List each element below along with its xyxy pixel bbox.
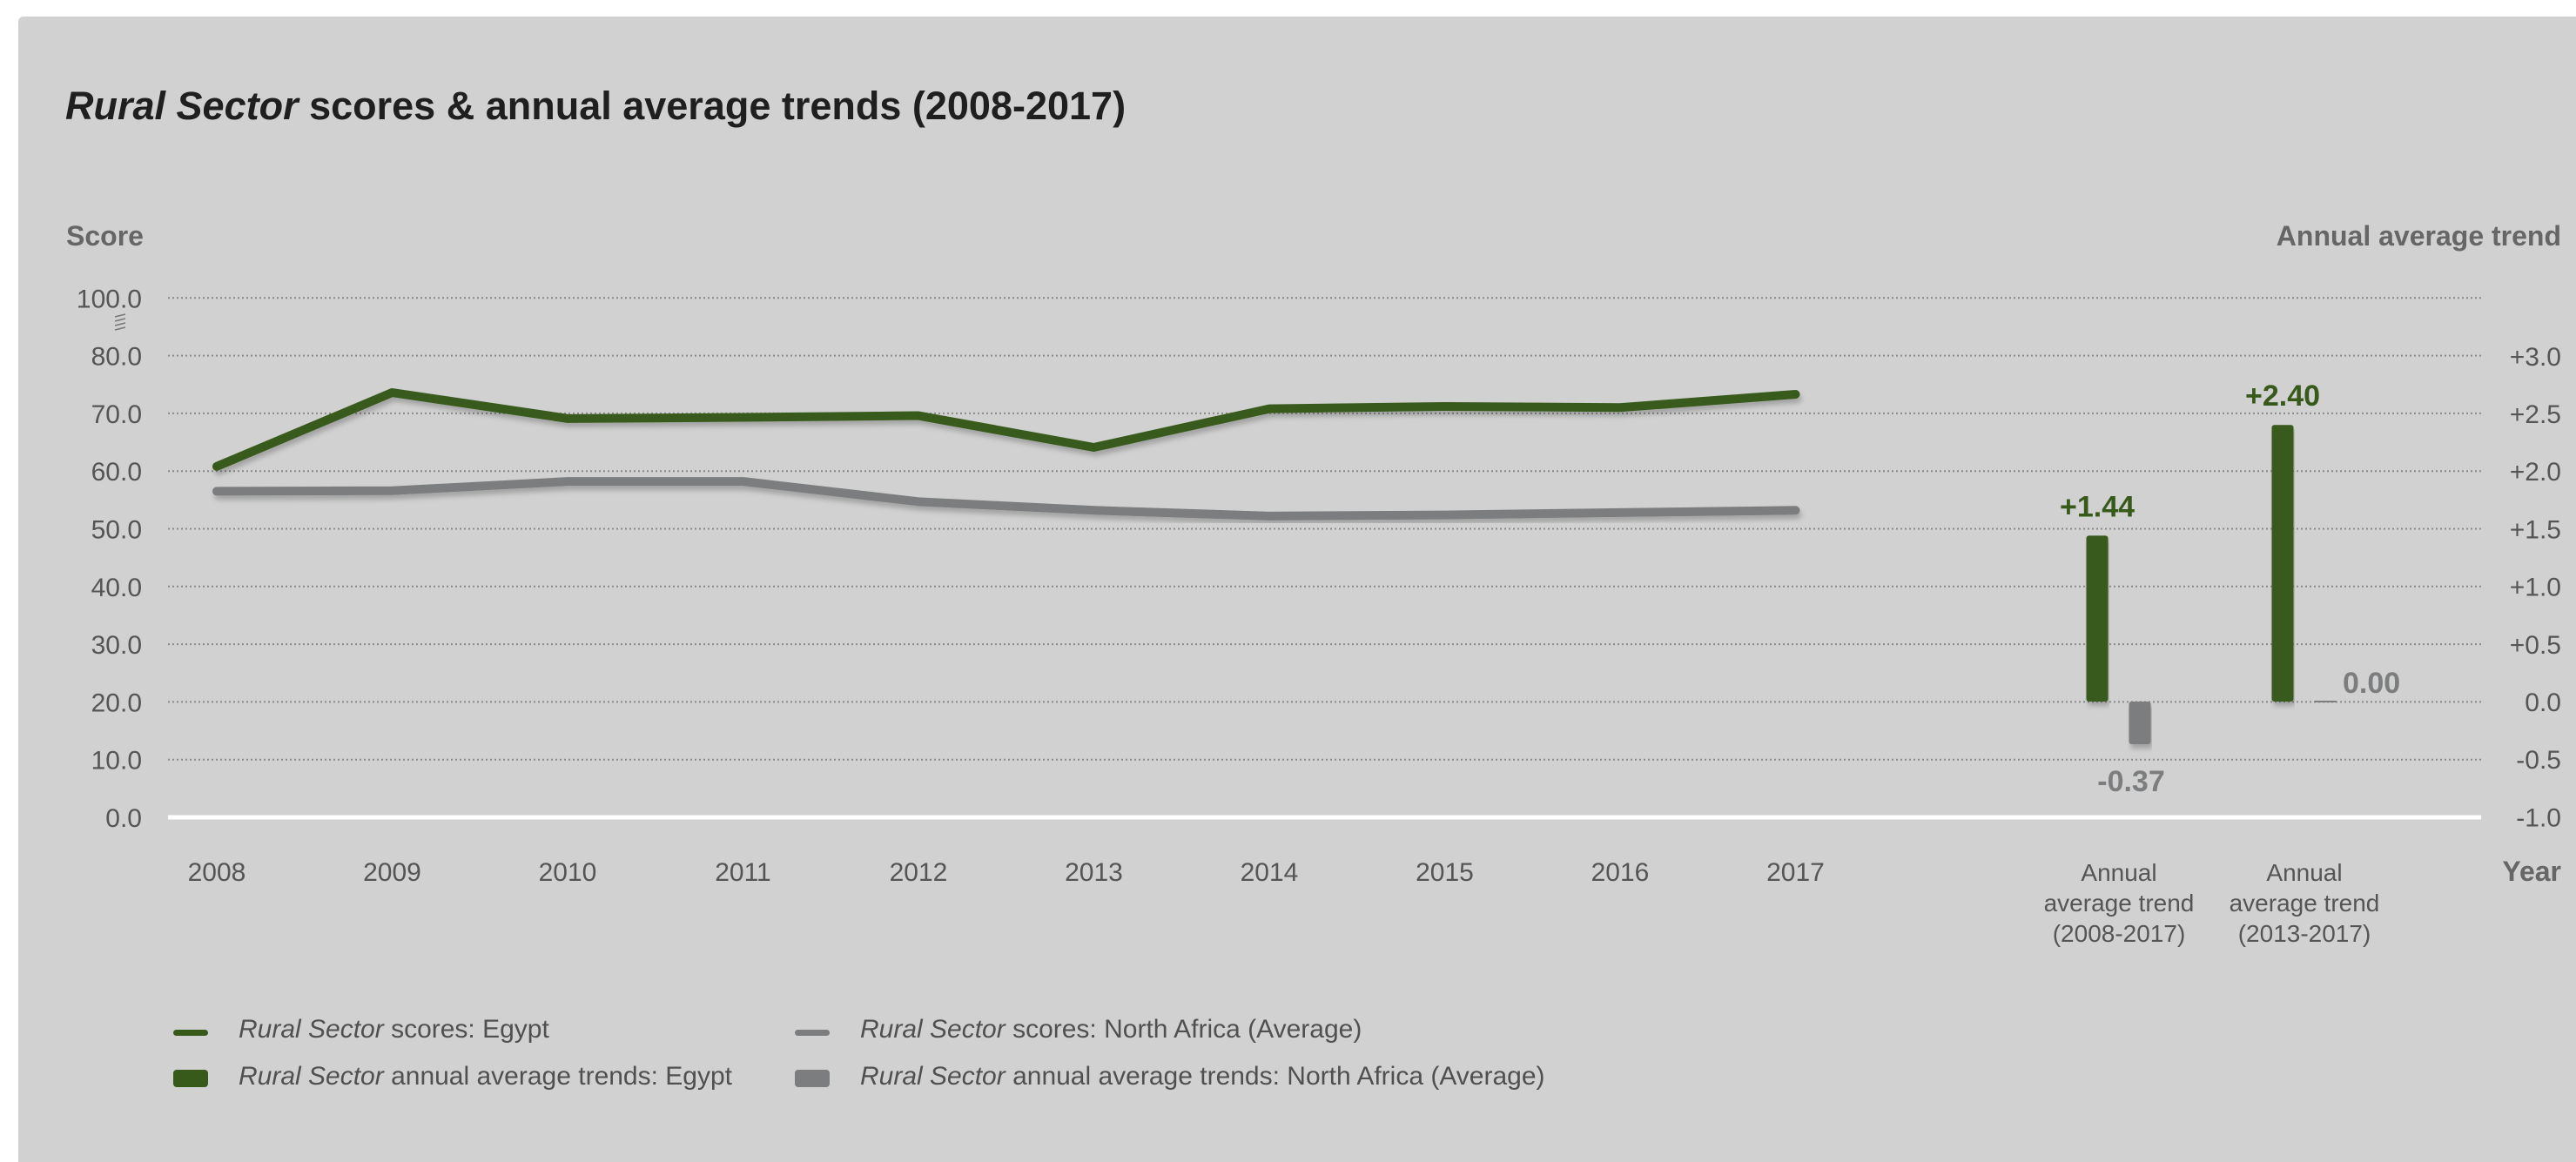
legend-text: scores: North Africa (Average): [1005, 1015, 1362, 1044]
x-tick-label: 2010: [539, 858, 597, 887]
series-point: [1618, 510, 1622, 514]
legend-item-egypt-scores: Rural Sector scores: Egypt: [173, 1015, 549, 1044]
trend-bar: [2314, 701, 2337, 702]
series-point: [390, 391, 394, 395]
x-tick-label: 2009: [363, 858, 421, 887]
x-tick-label: 2014: [1241, 858, 1299, 887]
legend-item-north-africa-scores: Rural Sector scores: North Africa (Avera…: [795, 1015, 1362, 1044]
legend-swatch-north-africa-line: [795, 1030, 830, 1036]
x-tick-label: 2015: [1416, 858, 1474, 887]
series-point: [1268, 406, 1271, 411]
y-tick-label: 70.0: [91, 400, 142, 429]
series-point: [1092, 446, 1096, 450]
y-tick-label: 40.0: [91, 574, 142, 602]
trend-bar: [2271, 425, 2294, 702]
y-tick-label: 60.0: [91, 458, 142, 487]
trend-group-label: average trend: [2044, 890, 2195, 917]
series-point: [1443, 513, 1447, 517]
trend-group-label: Annual: [2081, 859, 2156, 886]
x-tick-label: 2012: [890, 858, 948, 887]
y-tick-label: 80.0: [91, 343, 142, 372]
series-point: [215, 489, 219, 494]
trend-group-label: Annual: [2266, 859, 2342, 886]
y-tick-label: 20.0: [91, 688, 142, 717]
series-point: [1443, 404, 1447, 408]
legend-text: annual average trends: Egypt: [383, 1062, 733, 1091]
legend-italic: Rural Sector: [860, 1015, 1006, 1044]
series-point: [917, 413, 920, 418]
series-line: [212, 388, 1800, 471]
y2-tick-label: -0.5: [2516, 746, 2561, 775]
y-tick-label: 10.0: [91, 747, 142, 776]
legend-italic: Rural Sector: [239, 1015, 384, 1044]
y-axis-title: Score: [66, 220, 144, 252]
axis-break-marker: [114, 313, 126, 331]
chart-title-rest: scores & annual average trends (2008-201…: [298, 84, 1127, 128]
series-point: [1793, 508, 1798, 513]
trend-data-label: +2.40: [2245, 379, 2320, 413]
y2-tick-label: +2.5: [2510, 400, 2561, 429]
legend-item-egypt-trends: Rural Sector annual average trends: Egyp…: [173, 1062, 733, 1091]
series-point: [1618, 406, 1622, 410]
series-point: [1268, 514, 1271, 518]
legend-text: scores: Egypt: [383, 1015, 549, 1044]
x-tick-label: 2011: [715, 858, 771, 887]
series-point: [215, 464, 219, 468]
trend-group-label: (2013-2017): [2238, 920, 2371, 947]
trend-bar: [2129, 702, 2151, 744]
y2-tick-label: +1.0: [2510, 574, 2561, 602]
chart-title-italic: Rural Sector: [65, 84, 299, 128]
trend-data-label: +1.44: [2060, 490, 2135, 523]
y-tick-label: 30.0: [91, 631, 142, 660]
series-point: [566, 480, 569, 484]
trend-bar: [2086, 535, 2109, 702]
y2-tick-label: -1.0: [2516, 803, 2561, 832]
chart-panel: [18, 17, 2576, 1162]
y2-axis-title: Annual average trend: [2277, 220, 2561, 252]
series-point: [390, 488, 394, 493]
legend-swatch-egypt-bar: [173, 1070, 208, 1087]
legend-italic: Rural Sector: [860, 1062, 1006, 1091]
x-tick-label: 2013: [1065, 858, 1123, 887]
y-tick-label: 100.0: [77, 285, 142, 313]
trend-data-label: -0.37: [2097, 765, 2165, 798]
trend-group-label: average trend: [2230, 890, 2380, 917]
series-point: [1793, 393, 1798, 397]
y2-tick-label: +2.0: [2510, 458, 2561, 487]
legend-swatch-north-africa-bar: [795, 1070, 830, 1087]
legend-italic: Rural Sector: [239, 1062, 384, 1091]
y-tick-label: 50.0: [91, 516, 142, 545]
series-point: [741, 480, 745, 484]
trend-data-label: 0.00: [2343, 667, 2400, 700]
series-point: [741, 415, 745, 420]
x-tick-label: 2008: [188, 858, 246, 887]
legend-swatch-egypt-line: [173, 1030, 208, 1036]
chart-title: Rural Sector scores & annual average tre…: [65, 84, 1126, 129]
legend-item-north-africa-trends: Rural Sector annual average trends: Nort…: [795, 1062, 1545, 1091]
y2-tick-label: +3.0: [2510, 343, 2561, 372]
trend-group-label: (2008-2017): [2053, 920, 2186, 947]
y-tick-label: 0.0: [105, 804, 142, 833]
series-point: [917, 500, 920, 504]
y2-tick-label: +1.5: [2510, 515, 2561, 544]
x-tick-label: 2017: [1766, 858, 1825, 887]
series-point: [1092, 508, 1096, 513]
legend-text: annual average trends: North Africa (Ave…: [1005, 1062, 1545, 1091]
x-axis-title: Year: [2502, 856, 2561, 887]
x-tick-label: 2016: [1591, 858, 1650, 887]
series-point: [566, 416, 569, 420]
y2-tick-label: 0.0: [2525, 688, 2561, 717]
series-line: [212, 477, 1800, 521]
y2-tick-label: +0.5: [2510, 631, 2561, 660]
